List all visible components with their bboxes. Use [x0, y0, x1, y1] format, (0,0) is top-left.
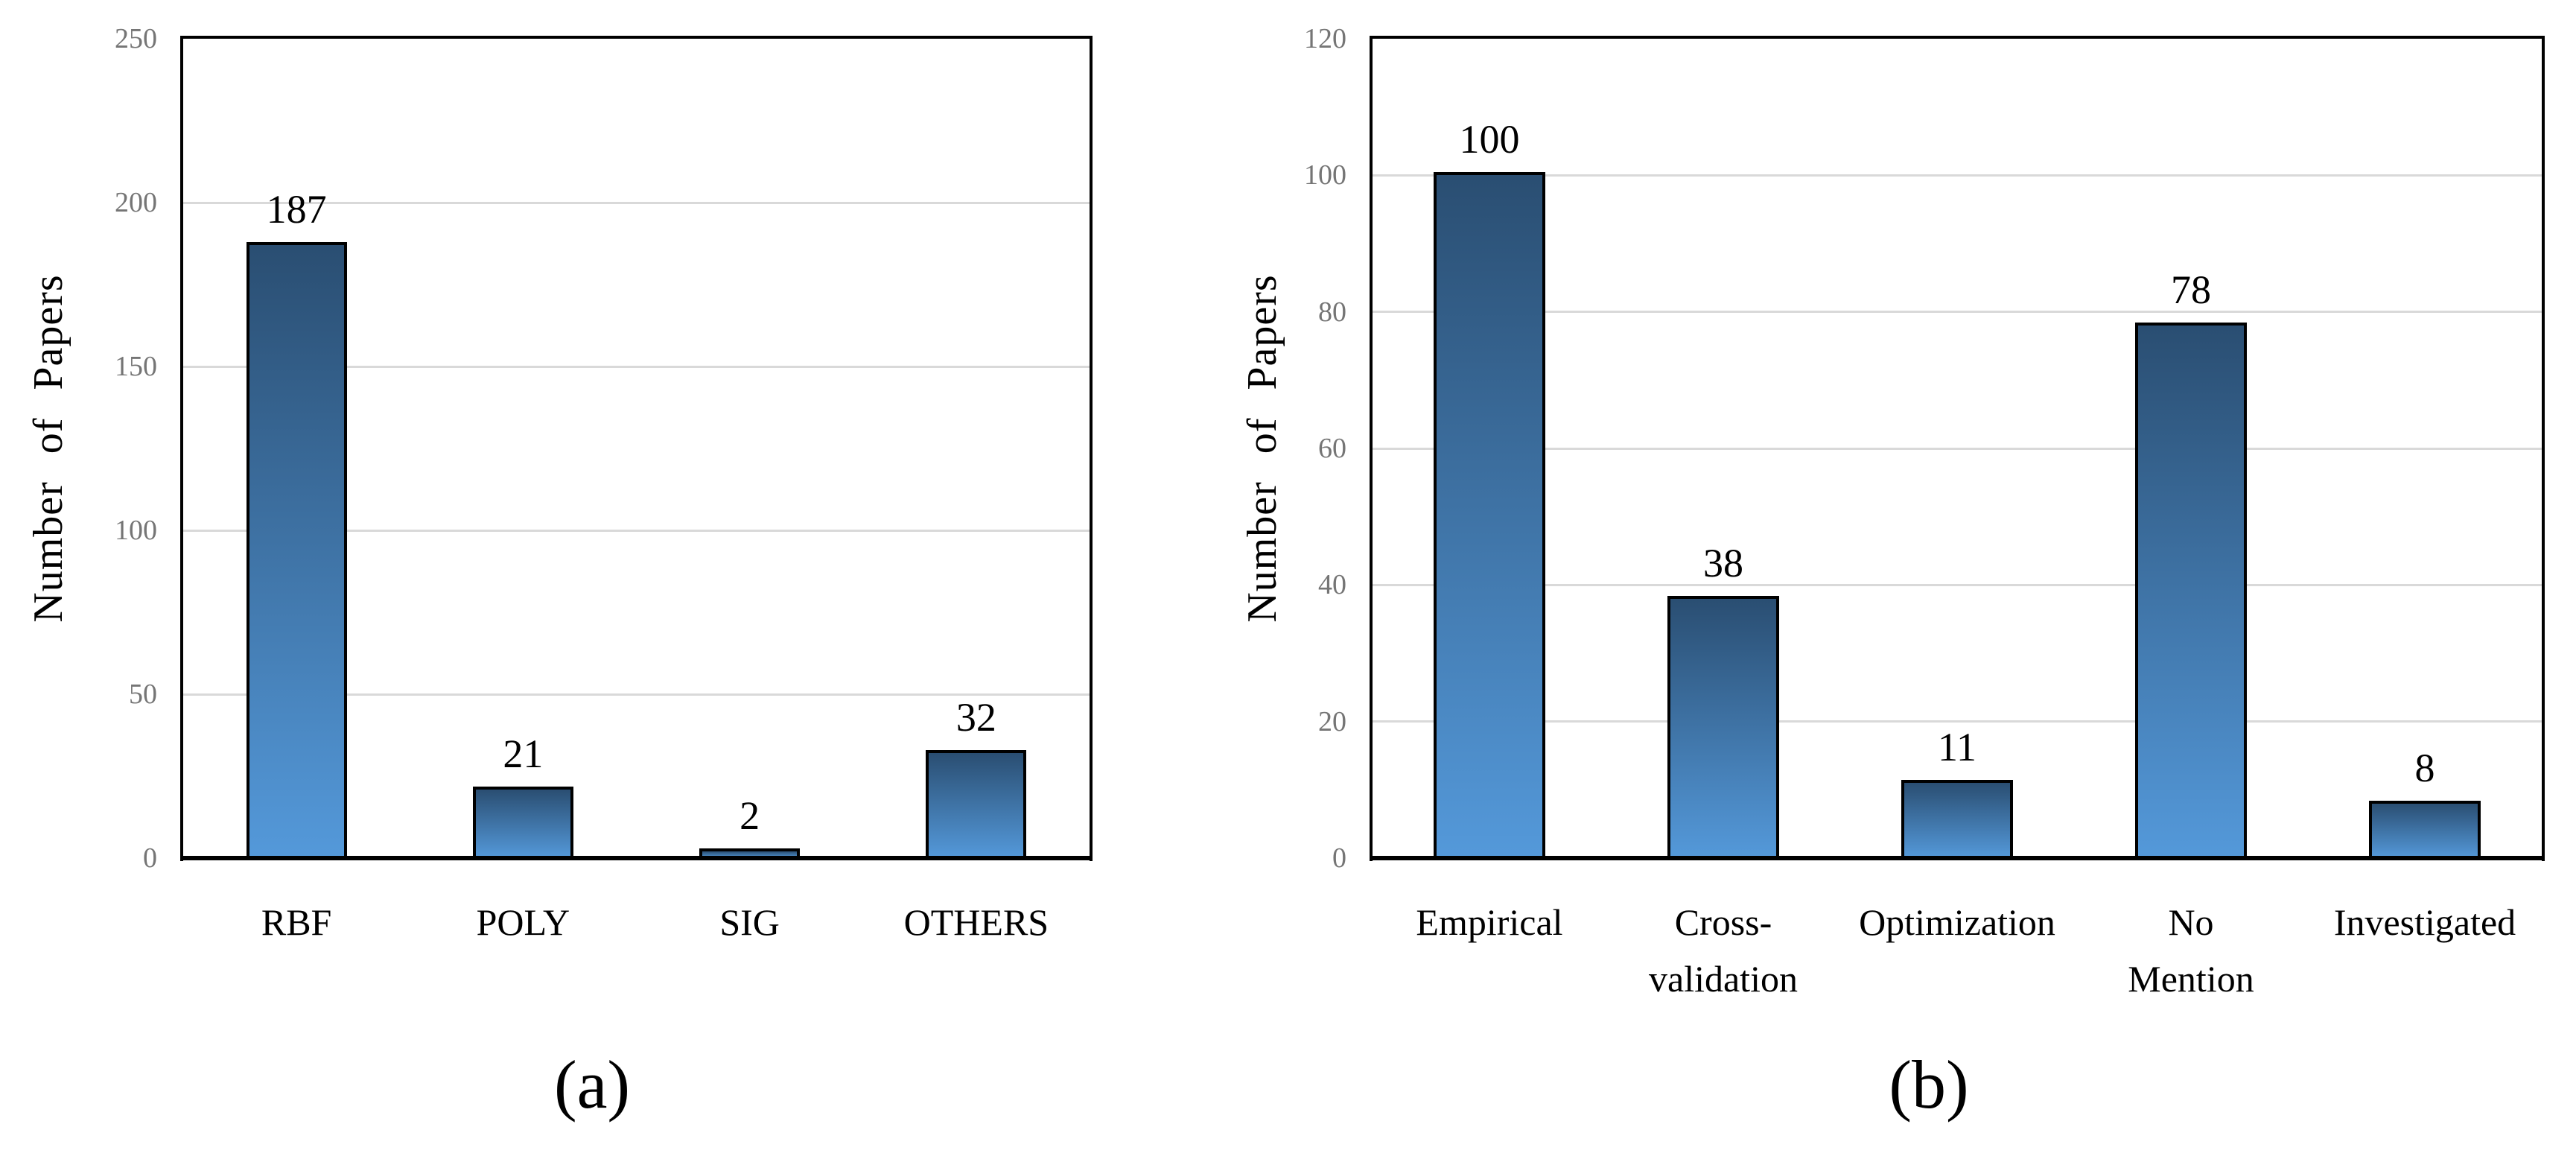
- bar-value-label-others: 32: [955, 695, 996, 740]
- plot-frame: [180, 36, 1093, 861]
- y-tick-label: 80: [1318, 296, 1346, 328]
- gridline: [183, 365, 1090, 368]
- gridline: [1373, 447, 2542, 450]
- gridline: [1373, 720, 2542, 723]
- category-label-line: Investigated: [2333, 901, 2516, 943]
- gridline: [183, 529, 1090, 532]
- bar-investigated: [2369, 800, 2481, 858]
- bar-cross-: [1667, 595, 1779, 858]
- gridline: [183, 693, 1090, 696]
- category-label-line: POLY: [476, 901, 570, 943]
- y-tick-label: 40: [1318, 569, 1346, 601]
- y-tick-label: 100: [1304, 159, 1346, 191]
- y-tick-label: 0: [1332, 842, 1346, 874]
- category-label-cross-: Cross-validation: [1537, 894, 1909, 1007]
- category-label-no: No Mention: [2005, 894, 2377, 1007]
- category-label-line: SIG: [719, 901, 780, 943]
- y-tick-label: 50: [129, 679, 157, 710]
- category-label-sig: SIG: [564, 894, 936, 950]
- bar-value-label-sig: 2: [740, 793, 760, 839]
- gridline: [1373, 174, 2542, 177]
- chart-b-caption: (b): [1889, 1047, 1969, 1123]
- category-label-rbf: RBF: [110, 894, 483, 950]
- bar-sig: [699, 848, 801, 858]
- y-tick-label: 0: [143, 842, 157, 874]
- bar-value-label-rbf: 187: [266, 187, 327, 232]
- bar-value-label-optimization: 11: [1938, 725, 1976, 770]
- chart-a-caption: (a): [553, 1047, 631, 1123]
- bar-value-label-empirical: 100: [1459, 117, 1520, 162]
- category-label-line: No: [2168, 901, 2214, 943]
- category-label-empirical: Empirical: [1303, 894, 1676, 950]
- y-tick-label: 250: [115, 23, 157, 54]
- y-tick-label: 120: [1304, 23, 1346, 54]
- category-label-line: validation: [1649, 958, 1798, 1000]
- gridline: [1373, 311, 2542, 314]
- y-tick-label: 20: [1318, 705, 1346, 737]
- category-label-others: OTHERS: [790, 894, 1163, 950]
- bar-value-label-no: 78: [2171, 267, 2211, 312]
- category-label-line: OTHERS: [903, 901, 1049, 943]
- category-label-line: Mention: [2128, 958, 2254, 1000]
- plot-frame: [1370, 36, 2545, 861]
- bar-value-label-cross-: 38: [1703, 540, 1743, 585]
- category-label-line: Optimization: [1859, 901, 2055, 943]
- category-label-optimization: Optimization: [1771, 894, 2143, 950]
- bar-value-label-poly: 21: [503, 731, 544, 776]
- gridline: [183, 201, 1090, 204]
- bar-no: [2135, 323, 2247, 858]
- y-tick-label: 100: [115, 515, 157, 546]
- bar-empirical: [1434, 172, 1545, 858]
- y-tick-label: 200: [115, 187, 157, 218]
- x-axis-line: [180, 856, 1093, 860]
- y-tick-label: 150: [115, 351, 157, 382]
- gridline: [1373, 583, 2542, 586]
- x-axis-line: [1370, 856, 2545, 860]
- bar-rbf: [246, 242, 347, 858]
- category-label-line: RBF: [261, 901, 332, 943]
- category-label-investigated: Investigated: [2239, 894, 2576, 950]
- bar-others: [926, 750, 1027, 858]
- category-label-line: Empirical: [1416, 901, 1563, 943]
- category-label-line: Cross-: [1674, 901, 1772, 943]
- y-tick-label: 60: [1318, 433, 1346, 464]
- bar-value-label-investigated: 8: [2414, 745, 2435, 790]
- category-label-poly: POLY: [337, 894, 709, 950]
- bar-poly: [472, 786, 573, 858]
- bar-optimization: [1901, 780, 2013, 858]
